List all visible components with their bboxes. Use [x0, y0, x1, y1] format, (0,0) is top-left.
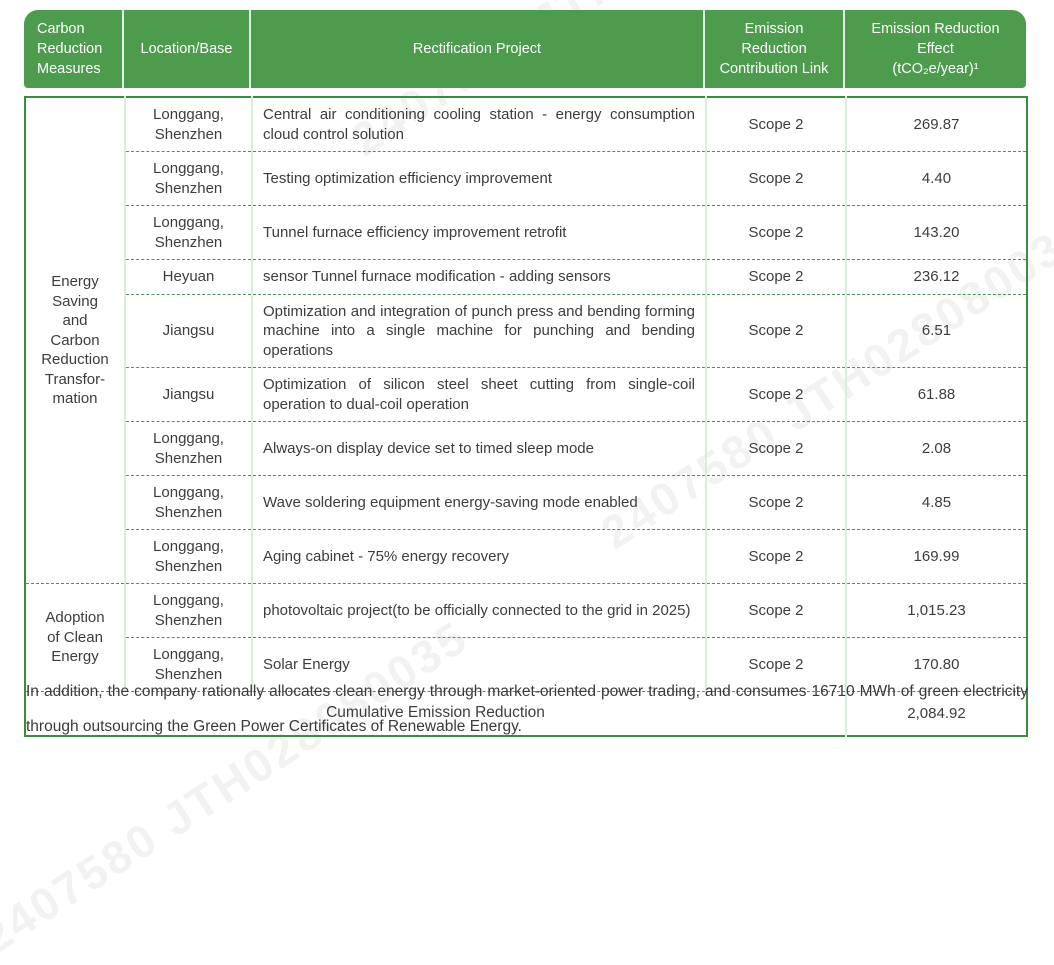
- value-cell: 4.40: [846, 151, 1027, 206]
- table-row: Heyuan sensor Tunnel furnace modification…: [25, 259, 1027, 294]
- project-cell: Optimization and integration of punch pr…: [252, 293, 707, 368]
- table-row: Jiangsu Optimization and integration of p…: [25, 293, 1027, 368]
- table-row: Longgang, Shenzhen Solar Energy Scope 2 170…: [25, 637, 1027, 692]
- scope-cell: Scope 2: [706, 205, 847, 260]
- location-cell: Heyuan: [125, 259, 253, 294]
- table-row: Longgang, Shenzhen Wave soldering equipme…: [25, 475, 1027, 530]
- table-footer: Cumulative Emission Reduction 2,084.92: [25, 691, 1027, 736]
- project-cell: Wave soldering equipment energy-saving m…: [252, 475, 707, 530]
- project-cell: Testing optimization efficiency improvem…: [252, 151, 707, 206]
- table-header-row: Carbon Reduction Measures Location/Base …: [24, 10, 1026, 88]
- table-body: Energy Saving and Carbon Reduction Trans…: [25, 97, 1027, 692]
- project-cell: photovoltaic project(to be officially co…: [252, 583, 707, 638]
- location-cell: Longgang, Shenzhen: [125, 205, 253, 260]
- location-cell: Jiangsu: [125, 293, 253, 368]
- location-cell: Longgang, Shenzhen: [125, 475, 253, 530]
- column-header-rectification-project: Rectification Project: [251, 10, 705, 88]
- cumulative-label: Cumulative Emission Reduction: [25, 691, 847, 736]
- table-row: Longgang, Shenzhen Testing optimization e…: [25, 151, 1027, 206]
- scope-cell: Scope 2: [706, 367, 847, 422]
- scope-cell: Scope 2: [706, 529, 847, 584]
- location-cell: Longgang, Shenzhen: [125, 151, 253, 206]
- emission-reduction-table: Carbon Reduction Measures Location/Base …: [24, 10, 1028, 737]
- location-cell: Longgang, Shenzhen: [125, 97, 253, 152]
- value-cell: 169.99: [846, 529, 1027, 584]
- value-cell: 170.80: [846, 637, 1027, 692]
- scope-cell: Scope 2: [706, 293, 847, 368]
- scope-cell: Scope 2: [706, 583, 847, 638]
- measure-group-cell: Energy Saving and Carbon Reduction Trans…: [25, 97, 126, 584]
- column-header-location-base: Location/Base: [124, 10, 251, 88]
- value-cell: 61.88: [846, 367, 1027, 422]
- location-cell: Jiangsu: [125, 367, 253, 422]
- table-row: Jiangsu Optimization of silicon steel she…: [25, 367, 1027, 422]
- project-cell: Always-on display device set to timed sl…: [252, 421, 707, 476]
- location-cell: Longgang, Shenzhen: [125, 583, 253, 638]
- measure-group-cell: Adoption of Clean Energy: [25, 583, 126, 692]
- scope-cell: Scope 2: [706, 151, 847, 206]
- column-header-emission-reduction-contribution-link: Emission Reduction Contribution Link: [705, 10, 845, 88]
- table-row: Energy Saving and Carbon Reduction Trans…: [25, 97, 1027, 584]
- scope-cell: Scope 2: [706, 637, 847, 692]
- value-cell: 236.12: [846, 259, 1027, 294]
- location-cell: Longgang, Shenzhen: [125, 529, 253, 584]
- table-row: Longgang, Shenzhen Aging cabinet - 75% en…: [25, 529, 1027, 584]
- table-row: Longgang, Shenzhen Tunnel furnace efficie…: [25, 205, 1027, 260]
- value-cell: 4.85: [846, 475, 1027, 530]
- scope-cell: Scope 2: [706, 475, 847, 530]
- location-cell: Longgang, Shenzhen: [125, 637, 253, 692]
- table-row: Adoption of Clean Energy Longgang, Shenzh…: [25, 583, 1027, 692]
- project-cell: Optimization of silicon steel sheet cutt…: [252, 367, 707, 422]
- project-cell: Tunnel furnace efficiency improvement re…: [252, 205, 707, 260]
- column-header-carbon-reduction-measures: Carbon Reduction Measures: [24, 10, 124, 88]
- cumulative-value: 2,084.92: [846, 691, 1027, 736]
- project-cell: Aging cabinet - 75% energy recovery: [252, 529, 707, 584]
- table-row: Longgang, Shenzhen Always-on display devi…: [25, 421, 1027, 476]
- project-cell: sensor Tunnel furnace modification - add…: [252, 259, 707, 294]
- value-cell: 2.08: [846, 421, 1027, 476]
- scope-cell: Scope 2: [706, 97, 847, 152]
- project-cell: Solar Energy: [252, 637, 707, 692]
- table-body-grid: Energy Saving and Carbon Reduction Trans…: [24, 96, 1028, 737]
- note-text: In addition, the company rationally allo…: [26, 682, 1028, 736]
- location-cell: Longgang, Shenzhen: [125, 421, 253, 476]
- cumulative-row: Cumulative Emission Reduction 2,084.92: [25, 691, 1027, 736]
- scope-cell: Scope 2: [706, 259, 847, 294]
- value-cell: 6.51: [846, 293, 1027, 368]
- column-header-emission-reduction-effect: Emission Reduction Effect (tCO₂e/year)¹: [871, 21, 1000, 77]
- value-cell: 143.20: [846, 205, 1027, 260]
- scope-cell: Scope 2: [706, 421, 847, 476]
- project-cell: Central air conditioning cooling station…: [252, 97, 707, 152]
- value-cell: 1,015.23: [846, 583, 1027, 638]
- value-cell: 269.87: [913, 115, 960, 133]
